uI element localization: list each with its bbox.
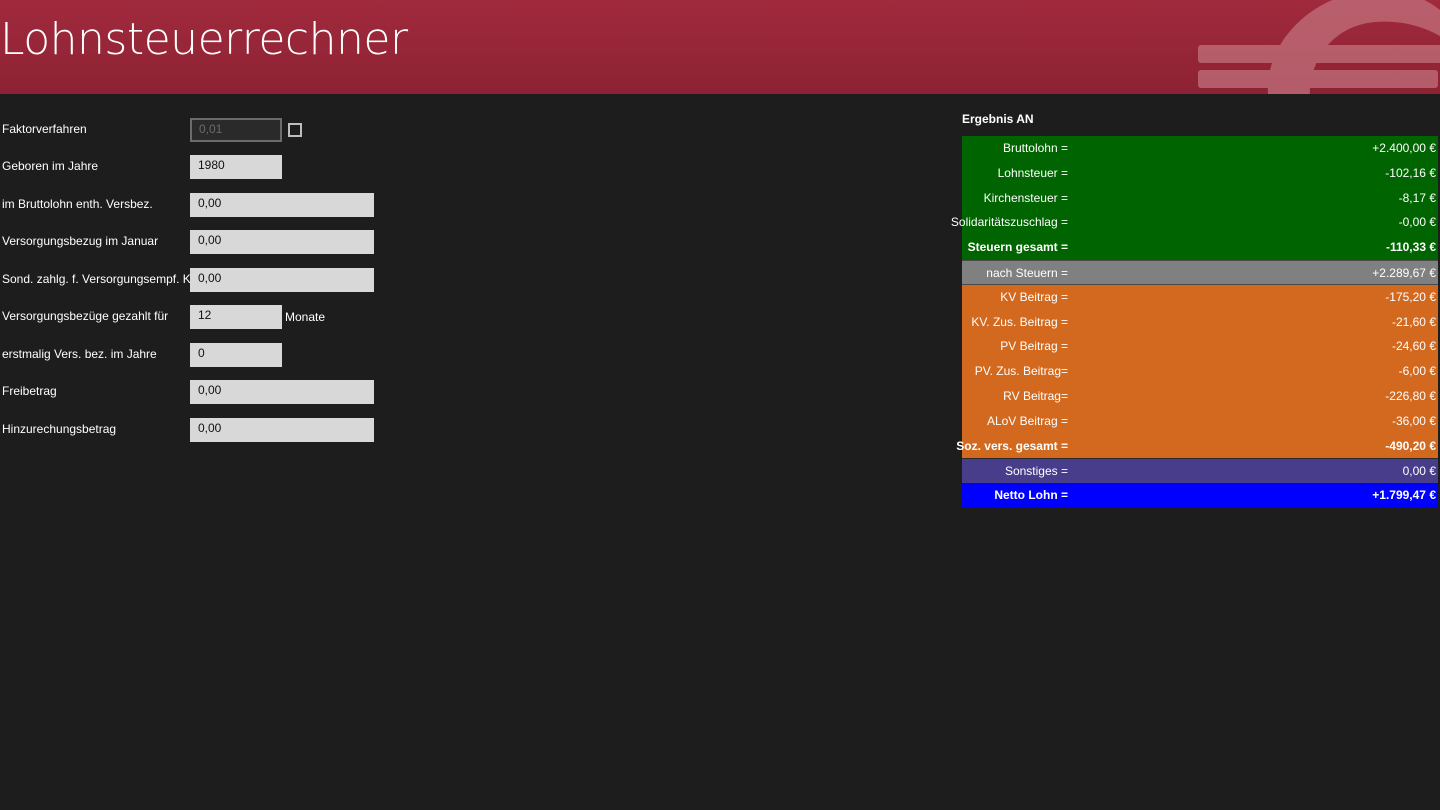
result-label: Kirchensteuer = <box>983 190 1068 205</box>
result-label: PV. Zus. Beitrag= <box>974 364 1068 379</box>
faktorverfahren-checkbox[interactable] <box>288 123 302 137</box>
result-value: -490,20 € <box>1385 438 1436 453</box>
brutto-versbez-label: im Bruttolohn enth. Versbez. <box>2 197 153 211</box>
result-value: -110,33 € <box>1385 240 1436 255</box>
result-row-sonstiges: Sonstiges = 0,00 € <box>962 458 1438 484</box>
result-row-pv-zus-beitrag: PV. Zus. Beitrag= -6,00 € <box>962 359 1438 384</box>
result-row-nach-steuern: nach Steuern = +2.289,67 € <box>962 259 1438 285</box>
result-value: -6,00 € <box>1398 364 1436 379</box>
monate-unit-label: Monate <box>285 310 326 324</box>
result-value: -226,80 € <box>1385 388 1436 403</box>
app-header: Lohnsteuerrechner <box>0 0 1440 94</box>
geboren-label: Geboren im Jahre <box>2 159 99 173</box>
result-row-bruttolohn: Bruttolohn = +2.400,00 € <box>962 136 1438 161</box>
result-label: Sonstiges = <box>1004 464 1068 479</box>
result-label: RV Beitrag= <box>1003 388 1068 403</box>
freibetrag-label: Freibetrag <box>2 384 57 398</box>
hinzurechnung-input[interactable]: 0,00 <box>190 418 374 442</box>
result-row-lohnsteuer: Lohnsteuer = -102,16 € <box>962 160 1438 186</box>
versbez-januar-label: Versorgungsbezug im Januar <box>2 234 159 248</box>
faktorverfahren-label: Faktorverfahren <box>2 122 87 136</box>
result-row-soz-vers-gesamt: Soz. vers. gesamt = -490,20 € <box>956 433 1438 459</box>
result-label: Steuern gesamt = <box>967 240 1068 255</box>
result-value: 0,00 € <box>1402 464 1436 479</box>
versbez-januar-input[interactable]: 0,00 <box>190 230 374 254</box>
result-row-kv-beitrag: KV Beitrag = -175,20 € <box>962 284 1438 310</box>
result-value: -24,60 € <box>1391 339 1436 354</box>
result-value: -36,00 € <box>1391 413 1436 428</box>
result-label: Lohnsteuer = <box>997 165 1068 180</box>
result-row-pv-beitrag: PV Beitrag = -24,60 € <box>962 334 1438 360</box>
faktorverfahren-input[interactable]: 0,01 <box>190 118 282 142</box>
result-value: -8,17 € <box>1398 190 1436 205</box>
results-table: Bruttolohn = +2.400,00 € Lohnsteuer = -1… <box>951 136 1438 508</box>
result-row-rv-beitrag: RV Beitrag= -226,80 € <box>962 383 1438 409</box>
app-title: Lohnsteuerrechner <box>0 14 408 65</box>
result-label: Bruttolohn = <box>1002 141 1068 155</box>
result-value: -102,16 € <box>1385 165 1436 180</box>
erstmalig-label: erstmalig Vers. bez. im Jahre <box>2 347 157 361</box>
erstmalig-input[interactable]: 0 <box>190 343 282 367</box>
result-label: KV Beitrag = <box>1000 289 1068 304</box>
versbez-monate-input[interactable]: 12 <box>190 305 282 329</box>
result-row-alov-beitrag: ALoV Beitrag = -36,00 € <box>962 408 1438 434</box>
result-value: -21,60 € <box>1391 314 1436 329</box>
result-value: -175,20 € <box>1385 289 1436 304</box>
sond-zahlg-label: Sond. zahlg. f. Versorgungsempf. Kj. <box>2 272 197 286</box>
result-label: KV. Zus. Beitrag = <box>971 314 1068 329</box>
hinzurechnung-label: Hinzurechungsbetrag <box>2 422 117 436</box>
result-row-kirchensteuer: Kirchensteuer = -8,17 € <box>962 185 1438 211</box>
result-value: +2.400,00 € <box>1372 141 1436 155</box>
geboren-input[interactable]: 1980 <box>190 155 282 179</box>
result-row-steuern-gesamt: Steuern gesamt = -110,33 € <box>962 235 1438 260</box>
result-row-netto-lohn: Netto Lohn = +1.799,47 € <box>962 483 1438 508</box>
versbez-monate-label: Versorgungsbezüge gezahlt für <box>2 309 169 323</box>
result-label: ALoV Beitrag = <box>986 413 1068 428</box>
result-value: +2.289,67 € <box>1372 265 1436 280</box>
euro-icon <box>1198 0 1440 94</box>
result-value: -0,00 € <box>1398 215 1436 230</box>
result-label: PV Beitrag = <box>1000 339 1068 354</box>
result-title: Ergebnis AN <box>962 112 1034 126</box>
result-label: nach Steuern = <box>986 265 1068 280</box>
brutto-versbez-input[interactable]: 0,00 <box>190 193 374 217</box>
freibetrag-input[interactable]: 0,00 <box>190 380 374 404</box>
result-label: Solidaritätszuschlag = <box>950 215 1068 230</box>
result-value: +1.799,47 € <box>1372 488 1436 503</box>
sond-zahlg-input[interactable]: 0,00 <box>190 268 374 292</box>
result-row-kv-zus-beitrag: KV. Zus. Beitrag = -21,60 € <box>962 309 1438 335</box>
result-label: Netto Lohn = <box>994 488 1068 503</box>
result-label: Soz. vers. gesamt = <box>956 438 1068 453</box>
result-row-soli: Solidaritätszuschlag = -0,00 € <box>951 210 1438 236</box>
